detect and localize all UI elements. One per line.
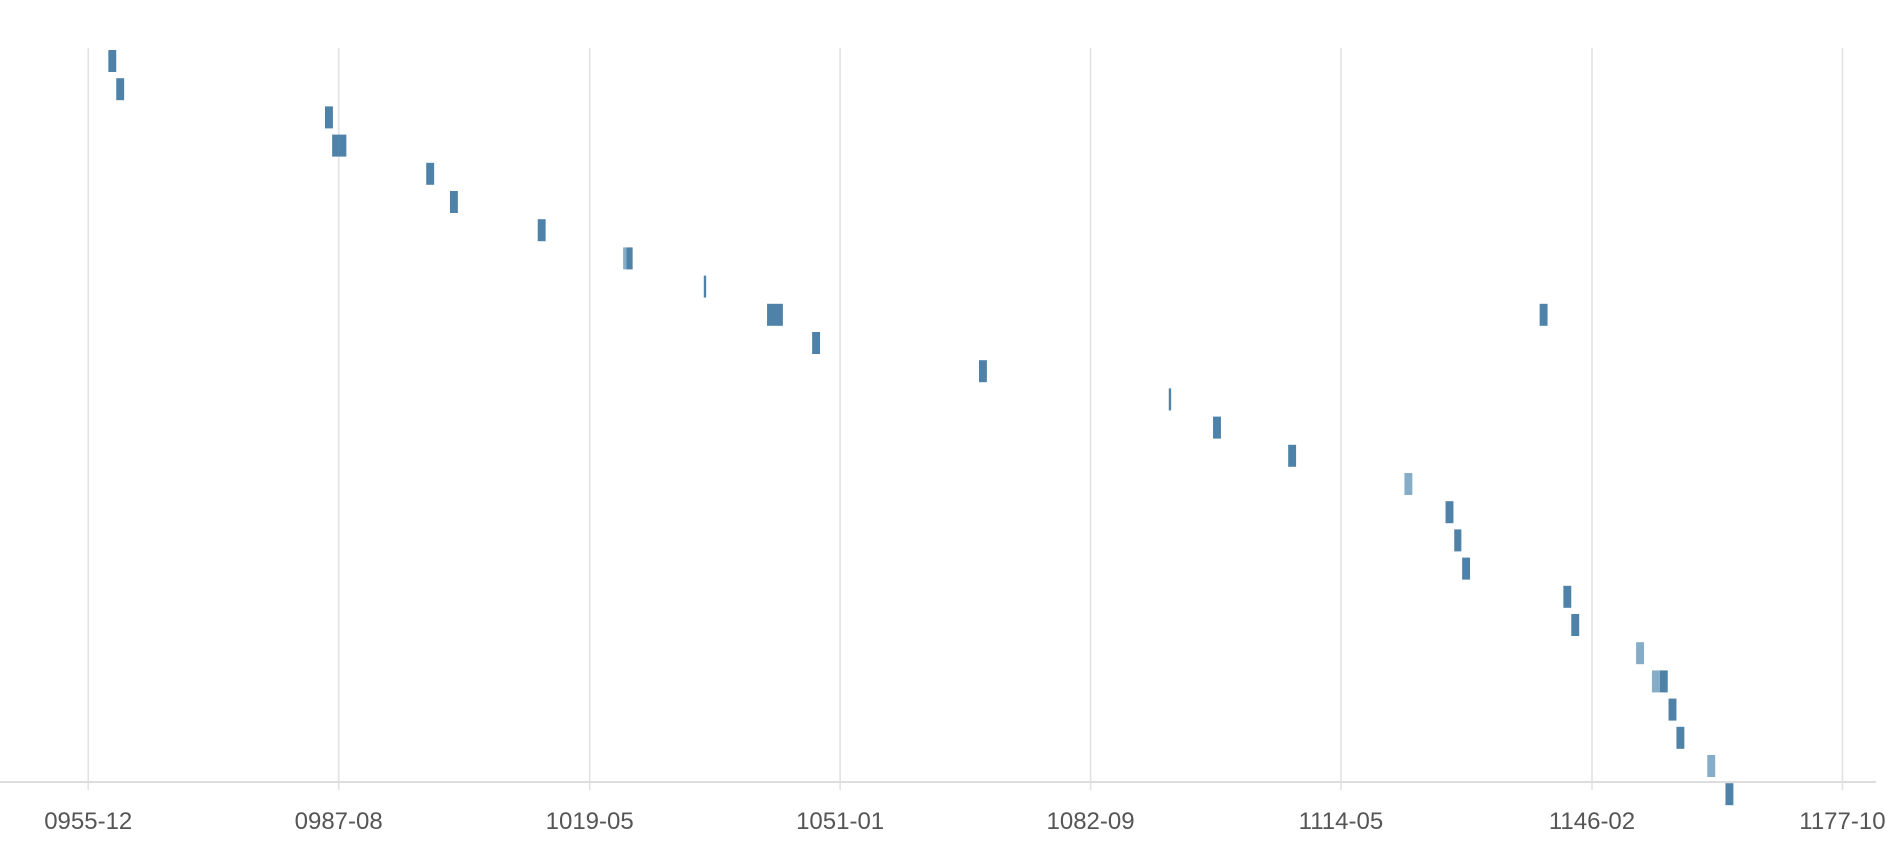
timeline-bar [1668,698,1677,721]
timeline-bar [1213,416,1221,439]
timeline-bar [703,275,707,298]
timeline-bar [623,247,627,270]
timeline-bar [978,360,987,383]
timeline-bar [1659,670,1668,693]
timeline-bar [1651,670,1660,693]
timeline-bar [1462,557,1471,580]
timeline-bar [812,332,821,354]
timeline-bar [1404,473,1413,495]
timeline-bar [1707,755,1716,777]
x-tick-label: 1051-01 [796,808,884,835]
timeline-bar [1563,585,1572,608]
timeline-bar [1636,642,1645,665]
timeline-bar [1454,529,1462,552]
x-tick-label: 1114-05 [1299,808,1384,835]
x-tick-label: 0987-08 [295,808,383,835]
x-axis-tick-labels: 0955-12 0987-08 1019-05 1051-01 1082-09 1114-… [44,808,1885,835]
x-tick-label: 0955-12 [44,808,132,835]
timeline-bars [108,50,1734,806]
timeline-bar [1571,614,1580,636]
timeline-bar [767,303,783,326]
timeline-bar [426,162,435,185]
grid-lines [87,48,1844,790]
timeline-bar [108,50,117,72]
timeline-bar [1725,783,1734,806]
x-tick-label: 1177-10 [1799,808,1885,835]
timeline-bar [116,78,125,101]
timeline-bar [626,247,633,270]
timeline-bar [449,191,458,213]
timeline-bar [1676,726,1685,749]
timeline-bar [1539,303,1548,326]
x-tick-label: 1019-05 [546,808,634,835]
x-tick-label: 1146-02 [1549,808,1635,835]
timeline-bar [325,106,333,129]
timeline-bar [338,134,347,157]
timeline-bar [1288,444,1297,467]
timeline-bar [537,219,546,242]
x-tick-label: 1082-09 [1047,808,1135,835]
timeline-bar [1168,388,1172,411]
timeline-bar [332,134,339,157]
timeline-bar [1445,501,1454,524]
